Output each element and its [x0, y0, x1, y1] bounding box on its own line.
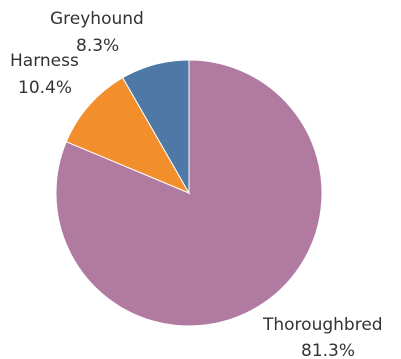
slice-value-greyhound: 8.3% [76, 36, 119, 56]
slice-value-thoroughbred: 81.3% [301, 341, 355, 359]
slice-label-greyhound: Greyhound [50, 9, 144, 29]
pie-slice-greyhound [122, 59, 190, 195]
slice-label-thoroughbred: Thoroughbred [262, 315, 383, 335]
slice-value-harness: 10.4% [18, 78, 72, 98]
pie-slices [55, 59, 323, 327]
pie-slice-harness [65, 76, 191, 195]
slice-label-harness: Harness [10, 51, 79, 71]
